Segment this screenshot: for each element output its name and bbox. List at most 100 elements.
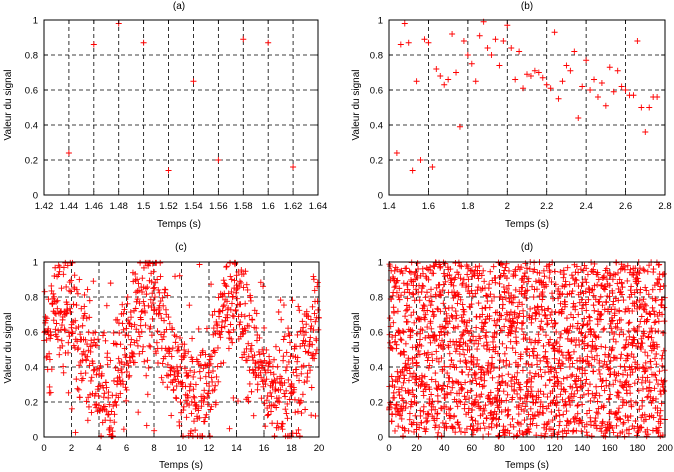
chart-d-point xyxy=(487,368,494,375)
chart-d-point xyxy=(469,377,476,384)
chart-d-point xyxy=(580,391,587,398)
chart-d-point xyxy=(461,401,468,408)
chart-c-point xyxy=(57,326,64,333)
chart-c-point xyxy=(237,319,244,326)
chart-c-point xyxy=(102,337,109,344)
chart-d-point xyxy=(488,297,495,304)
chart-c-point xyxy=(174,373,181,380)
chart-c-point xyxy=(46,383,53,390)
chart-c-point xyxy=(42,319,49,326)
chart-d-point xyxy=(591,418,598,425)
chart-b-point xyxy=(433,66,440,72)
chart-d-point xyxy=(506,361,513,368)
chart-c-yticks: 00.20.40.60.81 xyxy=(25,258,319,444)
chart-d-point xyxy=(624,262,631,269)
chart-c-point xyxy=(271,356,278,363)
chart-d-point xyxy=(514,369,521,376)
chart-d-point xyxy=(635,269,642,276)
chart-c-point xyxy=(308,384,315,391)
chart-d-ylabel: Valeur du signal xyxy=(351,313,362,384)
chart-d-point xyxy=(570,314,577,321)
chart-d-point xyxy=(565,395,572,402)
chart-d-point xyxy=(593,334,600,341)
chart-a-xtick-label: 1.46 xyxy=(85,201,104,212)
chart-c-point xyxy=(135,280,142,287)
chart-d-point xyxy=(473,380,480,387)
chart-c-point xyxy=(118,358,125,365)
chart-d-point xyxy=(453,338,460,345)
chart-c-point xyxy=(211,386,218,393)
chart-c-point xyxy=(219,293,226,300)
chart-c-point xyxy=(149,260,156,267)
chart-c-point xyxy=(192,381,199,388)
chart-c-point xyxy=(278,375,285,382)
chart-c-point xyxy=(181,365,188,372)
chart-c-point xyxy=(238,279,245,286)
chart-d-point xyxy=(540,410,547,417)
chart-d-point xyxy=(598,310,605,317)
chart-c-point xyxy=(272,343,279,350)
chart-d-point xyxy=(400,348,407,355)
chart-d-point xyxy=(490,263,497,270)
chart-d-point xyxy=(511,380,518,387)
chart-c-point xyxy=(248,388,255,395)
chart-d-point xyxy=(558,380,565,387)
chart-c-point xyxy=(270,371,277,378)
chart-c-point xyxy=(180,433,187,440)
chart-c-point xyxy=(300,324,307,331)
chart-d-point xyxy=(610,336,617,343)
chart-d-point xyxy=(394,266,401,273)
chart-d-point xyxy=(660,378,667,385)
chart-d-point xyxy=(413,376,420,383)
chart-d-point xyxy=(484,342,491,349)
chart-c-point xyxy=(150,307,157,314)
chart-c-point xyxy=(230,326,237,333)
chart-c-point xyxy=(120,426,127,433)
chart-d-point xyxy=(427,339,434,346)
chart-c-point xyxy=(247,297,254,304)
chart-b: (b) Temps (s) Valeur du signal 1.4 1.6 1.8… xyxy=(351,1,672,230)
chart-c-point xyxy=(242,327,249,334)
chart-c-point xyxy=(261,400,268,407)
chart-d-point xyxy=(423,426,430,433)
chart-d-point xyxy=(549,290,556,297)
chart-c-title: (c) xyxy=(175,242,187,253)
chart-c-point xyxy=(266,358,273,365)
chart-d-point xyxy=(435,429,442,436)
chart-d-point xyxy=(607,320,614,327)
chart-c-point xyxy=(127,309,134,316)
chart-c-point xyxy=(251,307,258,314)
chart-d-point xyxy=(534,361,541,368)
chart-d-point xyxy=(508,378,515,385)
chart-c-point xyxy=(122,332,129,339)
chart-d-point xyxy=(601,325,608,332)
chart-d-point xyxy=(582,333,589,340)
chart-a-ytick-label: 1 xyxy=(33,16,38,27)
chart-c-point xyxy=(87,391,94,398)
chart-d-point xyxy=(525,361,532,368)
chart-d-point xyxy=(579,322,586,329)
chart-d-point xyxy=(492,274,499,281)
chart-c-point xyxy=(248,342,255,349)
chart-c-point xyxy=(166,346,173,353)
chart-c-point xyxy=(74,290,81,297)
chart-d-point xyxy=(594,271,601,278)
chart-c-point xyxy=(225,290,232,297)
chart-c-point xyxy=(186,402,193,409)
chart-d-point xyxy=(540,354,547,361)
chart-c-point xyxy=(66,333,73,340)
chart-d-point xyxy=(481,320,488,327)
chart-d-point xyxy=(538,318,545,325)
chart-d-point xyxy=(494,350,501,357)
chart-c-point xyxy=(186,302,193,309)
chart-c-point xyxy=(158,315,165,322)
chart-c-point xyxy=(104,350,111,357)
chart-c-xtick-label: 2 xyxy=(69,443,74,454)
chart-c-point xyxy=(283,410,290,417)
chart-c-point xyxy=(188,398,195,405)
chart-c-point xyxy=(221,323,228,330)
chart-d-point xyxy=(644,268,651,275)
chart-c-point xyxy=(87,348,94,355)
chart-d-point xyxy=(444,330,451,337)
chart-d-point xyxy=(458,332,465,339)
